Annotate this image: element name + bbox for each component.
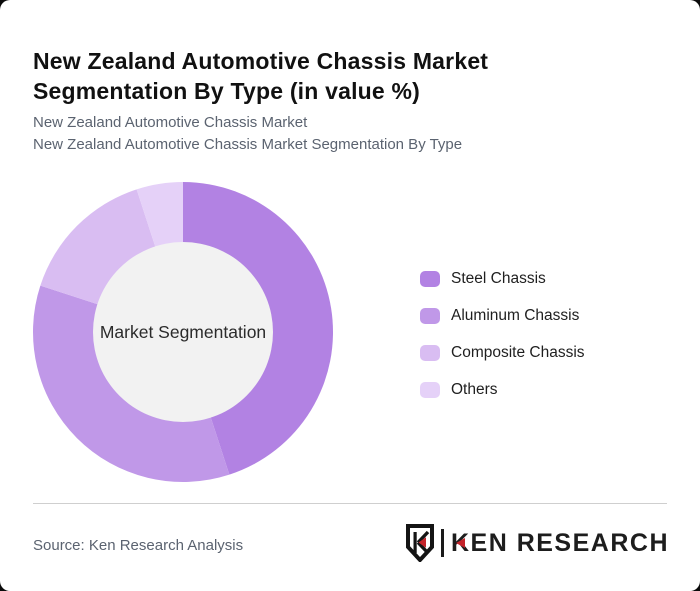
legend-swatch-aluminum-chassis (420, 308, 440, 324)
legend-swatch-composite-chassis (420, 345, 440, 361)
legend-swatch-others (420, 382, 440, 398)
legend-swatch-steel-chassis (420, 271, 440, 287)
legend-item-steel-chassis: Steel Chassis (420, 270, 585, 288)
subtitle-line-2: New Zealand Automotive Chassis Market Se… (33, 135, 463, 153)
ken-research-logo: KEN RESEARCH (405, 524, 669, 562)
legend-label: Aluminum Chassis (451, 307, 580, 324)
subtitle-line-1: New Zealand Automotive Chassis Market (33, 114, 308, 131)
donut-chart-svg: Market Segmentation (32, 182, 333, 482)
source-text: Source: Ken Research Analysis (33, 537, 244, 554)
chart-subtitle: New Zealand Automotive Chassis Market Ne… (33, 112, 462, 155)
logo-brand-text: KEN RESEARCH (451, 529, 669, 558)
legend-label: Others (451, 381, 498, 398)
legend-item-others: Others (420, 381, 585, 399)
legend-label: Steel Chassis (451, 270, 546, 287)
logo-red-triangle-icon (455, 537, 465, 548)
logo-divider-bar (441, 529, 444, 557)
logo-brand-label: KEN RESEARCH (450, 528, 669, 557)
chart-legend: Steel Chassis Aluminum Chassis Composite… (420, 270, 585, 418)
donut-hole (93, 242, 273, 422)
donut-center-label: Market Segmentation (100, 322, 266, 342)
legend-item-composite-chassis: Composite Chassis (420, 344, 585, 362)
ken-research-shield-icon (406, 524, 435, 562)
donut-chart: Market Segmentation (18, 167, 348, 497)
legend-label: Composite Chassis (451, 344, 585, 361)
legend-item-aluminum-chassis: Aluminum Chassis (420, 307, 585, 325)
footer-divider (33, 503, 667, 504)
chart-title: New Zealand Automotive Chassis Market Se… (33, 48, 489, 105)
